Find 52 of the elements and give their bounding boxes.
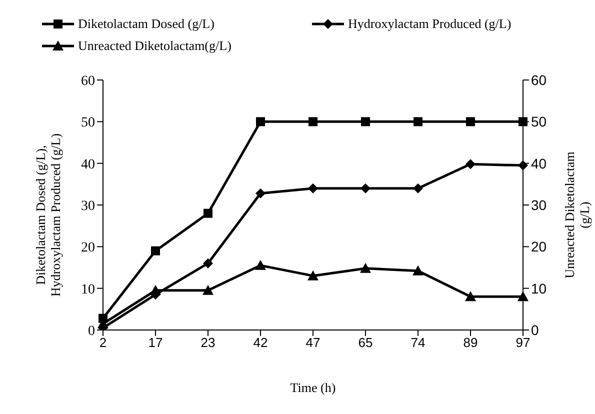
point [308,183,318,194]
y-tick-label: 40 [81,157,95,172]
point [518,160,528,170]
y-axis-title: Diketolactam Dosed (g/L), Hydroxylactam Produced (g/L) [33,132,63,299]
point [518,117,528,126]
point [466,117,475,126]
point [255,260,266,270]
point [518,291,528,302]
y-tick-label: 50 [81,116,95,131]
point [256,188,266,198]
x-tick-label: 17 [148,335,163,350]
x-tick-label: 89 [463,335,478,350]
point [202,284,214,295]
point [256,117,265,126]
y2-axis-title: Unreacted Diketolactam (g/L) [562,150,592,280]
y2-tick-label: 20 [531,238,547,255]
legend-label: Hydroxylactam Produced (g/L) [348,16,512,32]
point [360,183,370,194]
x-tick-label: 74 [410,335,426,350]
point [98,314,108,323]
point [414,117,422,126]
y2-tick-label: 0 [531,322,539,338]
x-tick-label: 47 [306,335,320,350]
point [308,270,318,280]
x-tick-label: 42 [253,335,268,350]
y2-tick-label: 30 [531,196,547,213]
point [412,265,424,276]
x-tick-label: 65 [358,335,373,350]
point [360,262,371,273]
y2-tick-label: 10 [531,280,547,296]
y-tick-label: 10 [81,282,95,298]
point [361,117,370,126]
point [204,208,212,218]
y-tick-label: 60 [81,74,95,89]
y2-tick-label: 40 [531,155,547,172]
point [151,246,160,256]
y2-tick-label: 60 [531,72,547,88]
point [466,159,476,170]
y-tick-label: 0 [88,324,95,339]
y-tick-label: 20 [81,240,95,256]
point [203,258,213,268]
x-tick-label: 23 [200,335,216,350]
x-axis-title: Time (h) [289,380,337,396]
y-tick-label: 30 [81,198,95,214]
point [465,291,476,302]
legend-label: Diketolactam Dosed (g/L) [78,16,214,32]
point [308,117,318,126]
legend-label: Unreacted Diketolactam(g/L) [78,38,232,54]
x-tick-label: 97 [516,335,530,350]
point [413,183,423,194]
x-tick-label: 2 [99,335,107,350]
y2-tick-label: 50 [531,114,547,130]
